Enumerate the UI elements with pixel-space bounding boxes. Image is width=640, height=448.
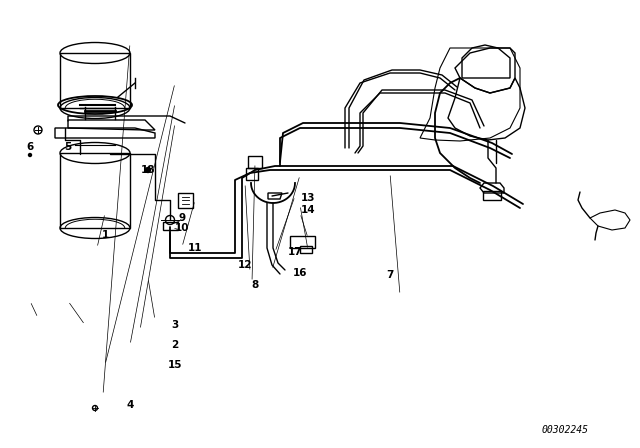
Text: 18: 18 [141, 165, 156, 175]
Text: 10: 10 [175, 223, 189, 233]
Text: 9: 9 [179, 213, 186, 223]
Text: 2: 2 [172, 340, 179, 350]
Text: 3: 3 [172, 320, 179, 330]
Text: 4: 4 [126, 400, 134, 410]
Text: 00302245: 00302245 [541, 425, 589, 435]
Text: 17: 17 [288, 247, 302, 257]
Text: 15: 15 [168, 360, 182, 370]
Text: 7: 7 [387, 270, 394, 280]
Text: 1: 1 [101, 230, 109, 240]
Text: 14: 14 [301, 205, 316, 215]
Ellipse shape [29, 154, 31, 156]
Text: 11: 11 [188, 243, 202, 253]
Text: 6: 6 [26, 142, 34, 152]
Ellipse shape [145, 168, 150, 172]
Text: 12: 12 [237, 260, 252, 270]
Text: 8: 8 [252, 280, 259, 290]
Text: 16: 16 [292, 268, 307, 278]
Text: 5: 5 [65, 142, 72, 152]
Text: 13: 13 [301, 193, 316, 203]
